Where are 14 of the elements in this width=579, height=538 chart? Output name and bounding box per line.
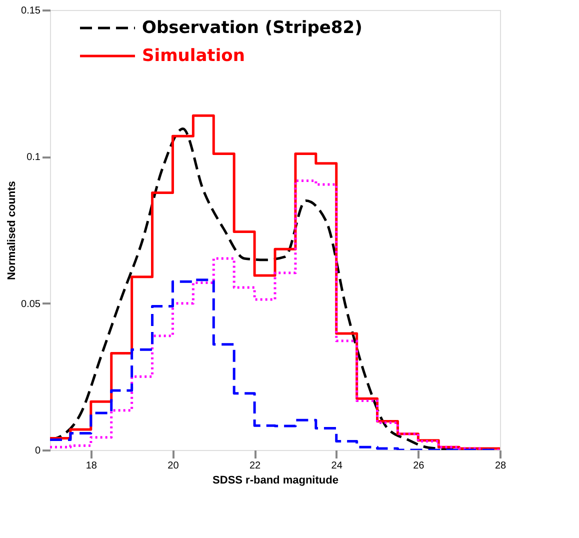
y-tick-label: 0.1 xyxy=(26,152,41,164)
x-tick-label: 20 xyxy=(168,460,180,472)
y-axis-title: Normalised counts xyxy=(6,180,18,280)
legend-label: Observation (Stripe82) xyxy=(142,18,362,38)
y-tick-label: 0.05 xyxy=(21,298,41,310)
x-tick-label: 26 xyxy=(413,460,425,472)
x-tick-label: 18 xyxy=(86,460,98,472)
x-tick-label: 22 xyxy=(249,460,262,472)
legend-label: Simulation xyxy=(142,46,245,66)
y-tick-label: 0.15 xyxy=(21,6,41,16)
x-tick-label: 24 xyxy=(331,460,343,472)
x-axis-title: SDSS r-band magnitude xyxy=(212,474,338,486)
x-tick-label: 28 xyxy=(494,460,506,472)
y-tick-label: 0 xyxy=(34,446,41,456)
